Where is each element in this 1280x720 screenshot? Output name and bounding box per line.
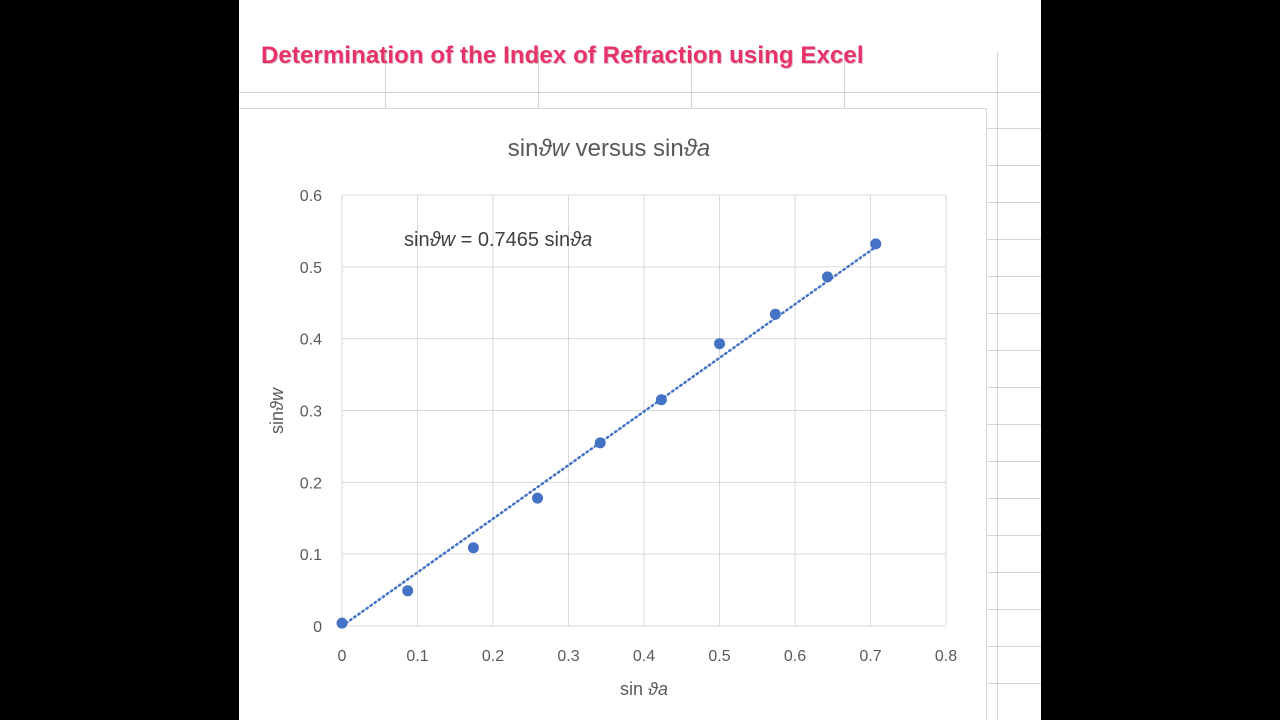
data-point[interactable] — [467, 542, 479, 554]
data-point[interactable] — [821, 271, 833, 283]
x-tick-label: 0.1 — [406, 648, 428, 665]
data-point[interactable] — [532, 492, 544, 504]
data-point[interactable] — [714, 338, 725, 350]
scatter-chart: sinϑw versus sinϑa 0 0.1 0.2 0.3 0.4 0.5 0.6 0.… — [267, 135, 958, 699]
trendline — [340, 245, 878, 628]
spreadsheet-background: Determination of the Index of Refraction… — [239, 0, 1041, 720]
y-tick-label: 0.5 — [300, 260, 322, 277]
x-tick-label: 0.6 — [784, 648, 806, 665]
y-axis-title: sinϑw — [267, 387, 287, 434]
data-point[interactable] — [870, 238, 882, 250]
x-axis-title: sin ϑa — [620, 679, 668, 699]
y-tick-label: 0.6 — [300, 188, 322, 205]
plot-grid — [341, 194, 947, 627]
x-tick-label: 0.4 — [633, 648, 655, 665]
y-tick-label: 0.3 — [300, 404, 322, 421]
y-tick-label: 0.1 — [300, 547, 322, 564]
trendline-equation: sinϑw = 0.7465 sinϑa — [404, 229, 592, 251]
x-tick-label: 0.2 — [482, 648, 504, 665]
data-point[interactable] — [594, 437, 606, 449]
y-tick-label: 0.4 — [300, 332, 322, 349]
trendline-group — [340, 245, 878, 628]
data-point[interactable] — [402, 585, 414, 597]
chart-title: sinϑw versus sinϑa — [508, 135, 710, 162]
spreadsheet-gridlines — [239, 52, 1041, 720]
x-tick-label: 0.8 — [935, 648, 957, 665]
y-tick-label: 0.2 — [300, 475, 322, 492]
x-tick-label: 0.7 — [859, 648, 881, 665]
data-points — [336, 238, 882, 629]
page-heading: Determination of the Index of Refraction… — [261, 42, 864, 69]
x-tick-label: 0 — [338, 648, 347, 665]
x-axis-ticks: 0 0.1 0.2 0.3 0.4 0.5 0.6 0.7 0.8 — [338, 648, 958, 665]
data-point[interactable] — [769, 308, 781, 320]
y-axis-ticks: 0 0.1 0.2 0.3 0.4 0.5 0.6 — [300, 188, 322, 636]
x-tick-label: 0.5 — [708, 648, 730, 665]
y-tick-label: 0 — [313, 619, 322, 636]
chart-area[interactable]: sinϑw versus sinϑa 0 0.1 0.2 0.3 0.4 0.5 0.6 0.… — [239, 108, 987, 720]
x-tick-label: 0.3 — [557, 648, 579, 665]
data-point[interactable] — [655, 394, 667, 406]
data-point[interactable] — [336, 617, 348, 629]
